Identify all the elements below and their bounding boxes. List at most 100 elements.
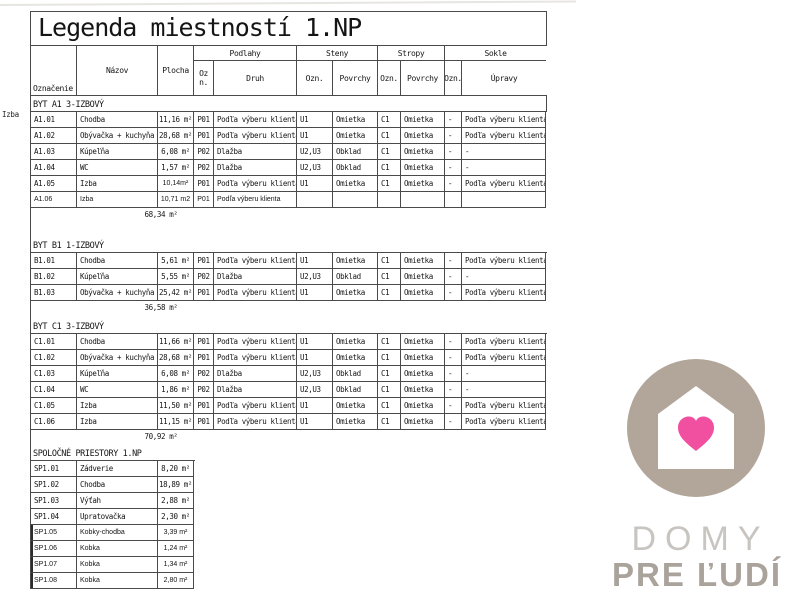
cell-steny-ozn: U2,U3 xyxy=(297,366,333,382)
cell-plocha: 11,15 m² xyxy=(158,414,194,430)
cell-steny-ozn: U2,U3 xyxy=(297,382,333,398)
cell-sokle-ozn: - xyxy=(445,269,462,285)
section-total: 70,92 m² xyxy=(30,430,547,446)
header-podlahy-ozn: Oz n. xyxy=(194,61,214,95)
cell-podlaha-ozn: P02 xyxy=(194,144,214,160)
cell-oznacenie: SP1.04 xyxy=(31,509,77,525)
cell-nazov: Obývačka + kuchyňa xyxy=(77,285,158,301)
cell-steny-povrch: Omietka xyxy=(333,176,378,192)
cell-sokle-ozn: - xyxy=(445,350,462,366)
cell-sokle-ozn: - xyxy=(445,176,462,192)
section-total-area: 68,34 m² xyxy=(144,210,178,219)
cell-stropy-povrch: Omietka xyxy=(401,112,445,128)
section-label: SPOLOČNÉ PRIESTORY 1.NP xyxy=(30,446,547,460)
header-steny-povrchy: Povrchy xyxy=(333,61,378,95)
cell-oznacenie: B1.02 xyxy=(31,269,77,285)
cell-oznacenie: SP1.05 xyxy=(31,525,77,541)
cell-nazov: Izba xyxy=(77,398,158,414)
cell-oznacenie: A1.04 xyxy=(31,160,77,176)
cell-stropy-ozn: C1 xyxy=(378,382,401,398)
cell-stropy-ozn: C1 xyxy=(378,269,401,285)
header-plocha: Plocha xyxy=(158,46,194,95)
cell-stropy-ozn: C1 xyxy=(378,176,401,192)
cell-nazov: Kúpeľňa xyxy=(77,144,158,160)
cell-steny-ozn: U1 xyxy=(297,398,333,414)
cell-sokle-ozn: - xyxy=(445,398,462,414)
cell-oznacenie: A1.03 xyxy=(31,144,77,160)
cell-podlaha-ozn: P02 xyxy=(194,366,214,382)
cell-podlaha-ozn: P02 xyxy=(194,382,214,398)
cell-plocha: 11,66 m² xyxy=(158,334,194,350)
cell-nazov: Izba xyxy=(77,192,158,208)
cell-nazov: Kúpeľňa xyxy=(77,366,158,382)
cell-podlaha-druh: Podľa výberu klienta xyxy=(214,350,297,366)
cell-sokle-ozn: - xyxy=(445,160,462,176)
cell-steny-povrch: Obklad xyxy=(333,382,378,398)
cell-steny-povrch: Obklad xyxy=(333,366,378,382)
cell-steny-povrch: Omietka xyxy=(333,253,378,269)
cell-steny-povrch: Omietka xyxy=(333,350,378,366)
legend-header: Označenie Názov Plocha Podlahy Steny Str… xyxy=(30,46,547,96)
cell-plocha: 3,39 m² xyxy=(158,525,194,541)
cell-sokle-ozn: - xyxy=(445,128,462,144)
cell-sokle-upravy: - xyxy=(462,366,546,382)
cell-podlaha-druh: Podľa výberu klienta xyxy=(214,192,297,208)
cell-oznacenie: B1.03 xyxy=(31,285,77,301)
cell-sokle-upravy: - xyxy=(462,382,546,398)
cell-stropy-ozn: C1 xyxy=(378,398,401,414)
cell-oznacenie: SP1.08 xyxy=(31,573,77,589)
header-group-stropy: Stropy xyxy=(378,46,445,61)
cell-sokle-upravy: Podľa výberu klienta xyxy=(462,350,546,366)
section-rows: C1.01 Chodba 11,66 m² P01 Podľa výberu klien… xyxy=(30,333,547,430)
cell-sokle-ozn xyxy=(445,192,462,208)
section-total: 68,34 m² xyxy=(30,208,547,224)
cell-oznacenie: C1.04 xyxy=(31,382,77,398)
cell-podlaha-druh: Podľa výberu klienta xyxy=(214,176,297,192)
cell-stropy-ozn: C1 xyxy=(378,334,401,350)
cell-nazov: Chodba xyxy=(77,112,158,128)
cell-oznacenie: C1.02 xyxy=(31,350,77,366)
cell-sokle-upravy: Podľa výberu klienta xyxy=(462,176,546,192)
house-heart-icon xyxy=(627,359,765,497)
cell-podlaha-druh: Podľa výberu klienta xyxy=(214,398,297,414)
cell-podlaha-ozn: P01 xyxy=(194,112,214,128)
cell-oznacenie: SP1.02 xyxy=(31,477,77,493)
cell-steny-povrch: Obklad xyxy=(333,269,378,285)
cell-sokle-upravy: - xyxy=(462,160,546,176)
cell-podlaha-druh: Podľa výberu klienta xyxy=(214,414,297,430)
cell-podlaha-ozn: P01 xyxy=(194,285,214,301)
cell-podlaha-ozn: P01 xyxy=(194,192,214,208)
cell-stropy-povrch xyxy=(401,192,445,208)
cell-nazov: Kobka xyxy=(77,557,158,573)
cell-plocha: 2,30 m² xyxy=(158,509,194,525)
cell-oznacenie: A1.05 xyxy=(31,176,77,192)
cell-stropy-povrch: Omietka xyxy=(401,144,445,160)
cell-nazov: Izba xyxy=(77,176,158,192)
cell-podlaha-druh: Dlažba xyxy=(214,144,297,160)
logo-text-preludi: PRE ĽUDÍ xyxy=(611,556,782,593)
cell-steny-ozn: U1 xyxy=(297,112,333,128)
cell-nazov: WC xyxy=(77,382,158,398)
cell-podlaha-ozn: P02 xyxy=(194,269,214,285)
header-stropy-povrchy: Povrchy xyxy=(401,61,445,95)
cell-stropy-povrch: Omietka xyxy=(401,350,445,366)
header-sokle-ozn: Ozn. xyxy=(445,61,462,95)
cell-stropy-ozn: C1 xyxy=(378,128,401,144)
header-steny-ozn: Ozn. xyxy=(297,61,333,95)
cell-nazov: Zádverie xyxy=(77,461,158,477)
cell-sokle-ozn: - xyxy=(445,112,462,128)
cell-steny-povrch: Omietka xyxy=(333,285,378,301)
cell-plocha: 5,55 m² xyxy=(158,269,194,285)
logo-text-domy: DOMY xyxy=(631,520,770,558)
cell-steny-povrch: Omietka xyxy=(333,112,378,128)
cell-sokle-ozn: - xyxy=(445,382,462,398)
cell-podlaha-druh: Dlažba xyxy=(214,366,297,382)
cell-sokle-upravy xyxy=(462,192,546,208)
header-druh: Druh xyxy=(214,61,297,95)
section-total: 36,58 m² xyxy=(30,301,547,317)
cell-oznacenie: B1.01 xyxy=(31,253,77,269)
cell-oznacenie: SP1.07 xyxy=(31,557,77,573)
cell-steny-ozn xyxy=(297,192,333,208)
cell-plocha: 28,68 m² xyxy=(158,128,194,144)
cell-nazov: Chodba xyxy=(77,334,158,350)
